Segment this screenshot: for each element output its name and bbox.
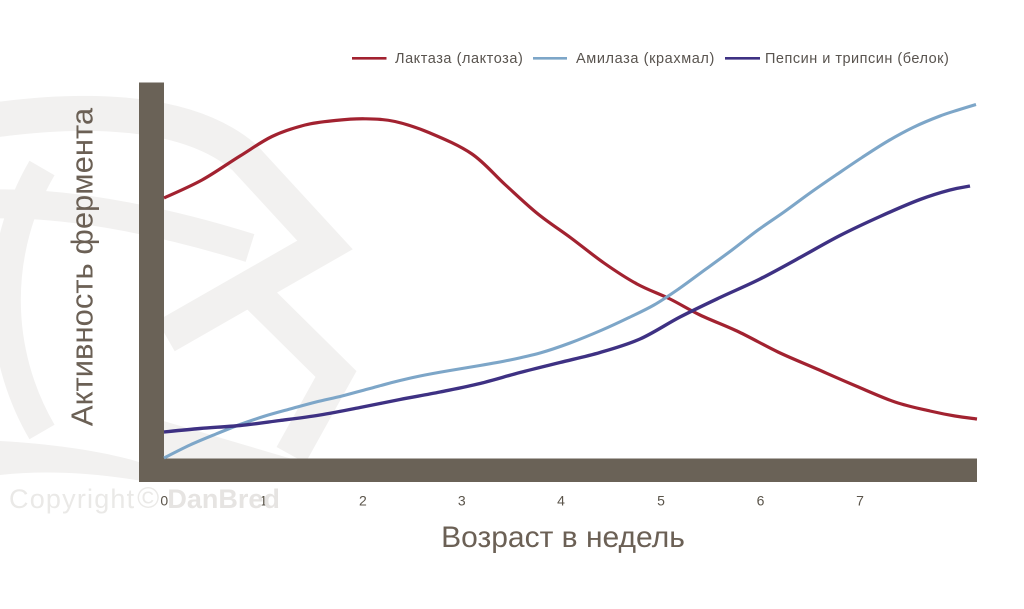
svg-text:Пепсин и трипсин (белок): Пепсин и трипсин (белок) <box>765 51 949 67</box>
svg-text:7: 7 <box>856 493 864 509</box>
svg-text:2: 2 <box>359 493 367 509</box>
svg-text:Активность фермента: Активность фермента <box>65 107 100 426</box>
svg-text:Амилаза (крахмал): Амилаза (крахмал) <box>576 51 715 67</box>
svg-text:Возраст в недель: Возраст в недель <box>441 521 685 554</box>
svg-text:4: 4 <box>557 493 565 509</box>
svg-text:1: 1 <box>260 493 268 509</box>
svg-text:5: 5 <box>657 493 665 509</box>
svg-text:0: 0 <box>160 493 168 509</box>
svg-text:Copyright ©DanBred: Copyright © DanBred <box>9 482 280 515</box>
svg-text:6: 6 <box>757 493 765 509</box>
svg-text:3: 3 <box>458 493 466 509</box>
svg-text:Лактаза (лактоза): Лактаза (лактоза) <box>395 51 523 67</box>
